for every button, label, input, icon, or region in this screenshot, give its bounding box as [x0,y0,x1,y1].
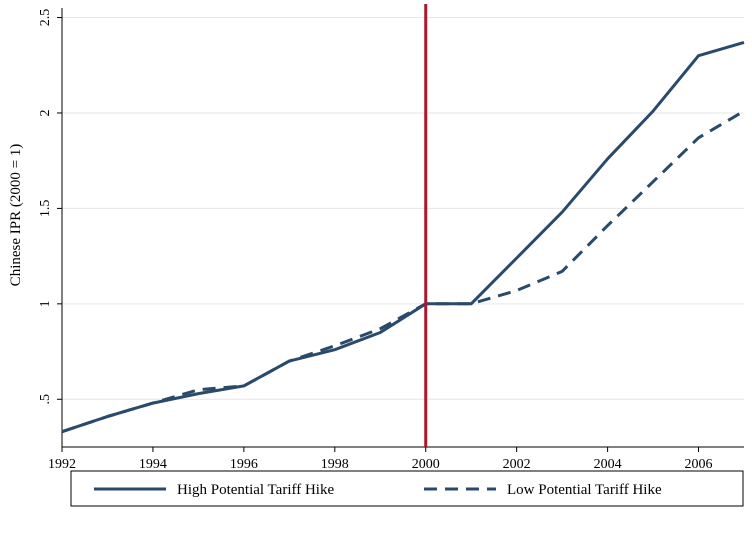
x-tick-label: 1992 [48,457,76,472]
y-tick-label: 2 [38,109,53,116]
x-tick-label: 2002 [503,457,531,472]
x-tick-label: 2000 [412,457,440,472]
x-tick-label: 2006 [685,457,713,472]
x-axis: 1992 1994 1996 1998 2000 2002 2004 2006 [48,446,744,472]
y-tick-label: .5 [38,394,53,405]
series-line-high [61,40,745,434]
series-line-low [61,109,745,434]
x-tick-label: 1996 [230,457,258,472]
legend-label-low: Low Potential Tariff Hike [507,482,662,498]
legend-label-high: High Potential Tariff Hike [177,482,334,498]
legend-box [70,470,744,507]
legend: High Potential Tariff Hike Low Potential… [70,470,744,507]
y-axis-title: Chinese IPR (2000 = 1) [8,144,24,287]
x-tick-label: 1998 [321,457,349,472]
y-tick-label: 1.5 [38,200,53,218]
y-tick-label: 2.5 [38,9,53,27]
y-axis: .5 1 1.5 2 2.5 [38,8,63,447]
x-tick-label: 2004 [594,457,622,472]
series-layer [61,40,745,434]
grid-lines [62,17,744,400]
x-tick-label: 1994 [139,457,167,472]
y-tick-label: 1 [38,300,53,307]
